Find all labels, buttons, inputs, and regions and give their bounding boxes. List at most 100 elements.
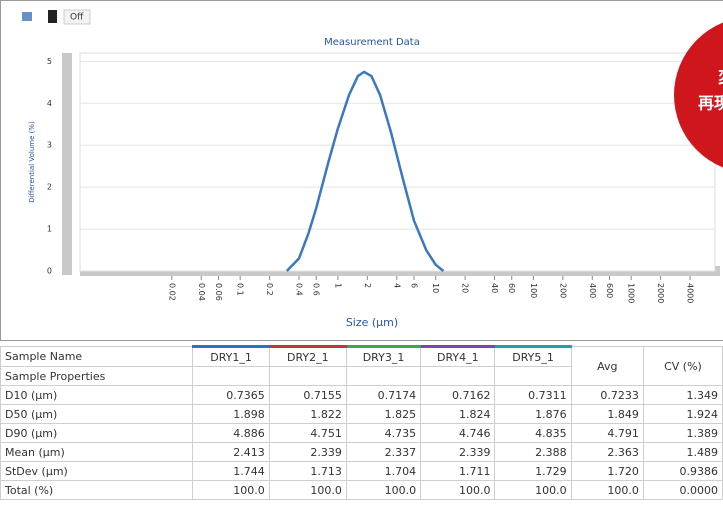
table-cell: 1.713 xyxy=(269,462,346,481)
table-cell: 4.746 xyxy=(421,424,495,443)
row-header: D50 (µm) xyxy=(1,405,193,424)
table-cell: 1.876 xyxy=(495,405,571,424)
x-tick-label: 4000 xyxy=(686,283,695,303)
table-cell: 100.0 xyxy=(269,481,346,500)
column-header: DRY3_1 xyxy=(346,347,420,367)
x-tick-label: 40 xyxy=(490,283,499,293)
row-header: Sample Properties xyxy=(1,367,193,386)
table-row: D50 (µm)1.8981.8221.8251.8241.8761.8491.… xyxy=(1,405,723,424)
table-cell: 1.822 xyxy=(269,405,346,424)
table-cell: 2.413 xyxy=(193,443,269,462)
x-tick-label: 2000 xyxy=(656,283,665,303)
column-header: CV (%) xyxy=(643,347,722,386)
table-cell: 100.0 xyxy=(346,481,420,500)
toggle-icon[interactable] xyxy=(48,10,57,23)
row-header: D10 (µm) xyxy=(1,386,193,405)
table-cell: 0.7174 xyxy=(346,386,420,405)
x-tick-label: 0.2 xyxy=(265,283,274,296)
table-cell: 0.7155 xyxy=(269,386,346,405)
table-cell: 1.489 xyxy=(643,443,722,462)
y-tick-label: 3 xyxy=(47,141,52,150)
column-header: DRY1_1 xyxy=(193,347,269,367)
table-cell: 0.9386 xyxy=(643,462,722,481)
page: Off Measurement Data Size (µm) Different… xyxy=(0,0,723,517)
table-cell: 1.824 xyxy=(421,405,495,424)
table-cell: 100.0 xyxy=(421,481,495,500)
chart-title: Measurement Data xyxy=(324,37,420,48)
table-cell: 2.363 xyxy=(571,443,643,462)
empty-cell xyxy=(421,367,495,386)
x-tick-label: 400 xyxy=(588,283,597,298)
v-scrollbar[interactable] xyxy=(62,53,72,275)
badge-text: 変 xyxy=(718,68,723,87)
y-tick-label: 1 xyxy=(47,225,52,234)
table-cell: 2.337 xyxy=(346,443,420,462)
x-tick-label: 1000 xyxy=(627,283,636,303)
table-cell: 1.849 xyxy=(571,405,643,424)
badge-text: 再現 xyxy=(698,94,723,113)
x-tick-label: 4 xyxy=(392,283,401,288)
table-cell: 1.898 xyxy=(193,405,269,424)
table-cell: 1.924 xyxy=(643,405,722,424)
table-cell: 0.7365 xyxy=(193,386,269,405)
x-tick-label: 20 xyxy=(461,283,470,293)
save-icon[interactable] xyxy=(22,12,32,21)
empty-cell xyxy=(193,367,269,386)
table-cell: 4.835 xyxy=(495,424,571,443)
table-cell: 100.0 xyxy=(495,481,571,500)
x-tick-label: 0.06 xyxy=(214,283,223,301)
row-header: Sample Name xyxy=(1,347,193,367)
table-cell: 4.751 xyxy=(269,424,346,443)
table-cell: 100.0 xyxy=(193,481,269,500)
column-header: DRY2_1 xyxy=(269,347,346,367)
x-tick-label: 10 xyxy=(431,283,440,293)
column-header: DRY5_1 xyxy=(495,347,571,367)
toggle-label[interactable]: Off xyxy=(70,13,84,23)
row-header: Total (%) xyxy=(1,481,193,500)
x-tick-label: 0.4 xyxy=(295,283,304,296)
table-cell: 4.886 xyxy=(193,424,269,443)
y-tick-label: 2 xyxy=(47,183,52,192)
table-cell: 2.388 xyxy=(495,443,571,462)
table-cell: 0.7311 xyxy=(495,386,571,405)
row-header: D90 (µm) xyxy=(1,424,193,443)
table-cell: 1.825 xyxy=(346,405,420,424)
x-tick-label: 1 xyxy=(333,283,342,288)
table-cell: 4.791 xyxy=(571,424,643,443)
table-cell: 1.704 xyxy=(346,462,420,481)
y-tick-label: 0 xyxy=(47,267,52,276)
column-header: Avg xyxy=(571,347,643,386)
y-tick-label: 4 xyxy=(47,99,52,108)
x-tick-label: 0.1 xyxy=(236,283,245,296)
table-cell: 1.744 xyxy=(193,462,269,481)
x-tick-label: 0.02 xyxy=(167,283,176,301)
x-tick-label: 200 xyxy=(558,283,567,298)
row-header: Mean (µm) xyxy=(1,443,193,462)
column-header: DRY4_1 xyxy=(421,347,495,367)
table-row: Total (%)100.0100.0100.0100.0100.0100.00… xyxy=(1,481,723,500)
x-tick-label: 60 xyxy=(507,283,516,293)
x-axis-label: Size (µm) xyxy=(346,316,398,329)
y-tick-label: 5 xyxy=(47,57,52,66)
table-cell: 1.711 xyxy=(421,462,495,481)
table-cell: 4.735 xyxy=(346,424,420,443)
table-cell: 0.7233 xyxy=(571,386,643,405)
row-header: StDev (µm) xyxy=(1,462,193,481)
x-tick-label: 100 xyxy=(529,283,538,298)
table-cell: 0.0000 xyxy=(643,481,722,500)
table-cell: 1.729 xyxy=(495,462,571,481)
empty-cell xyxy=(346,367,420,386)
table-cell: 0.7162 xyxy=(421,386,495,405)
empty-cell xyxy=(495,367,571,386)
table-cell: 100.0 xyxy=(571,481,643,500)
chart-panel: Off Measurement Data Size (µm) Different… xyxy=(0,0,723,342)
table-cell: 1.349 xyxy=(643,386,722,405)
table-cell: 1.720 xyxy=(571,462,643,481)
table-cell: 2.339 xyxy=(269,443,346,462)
